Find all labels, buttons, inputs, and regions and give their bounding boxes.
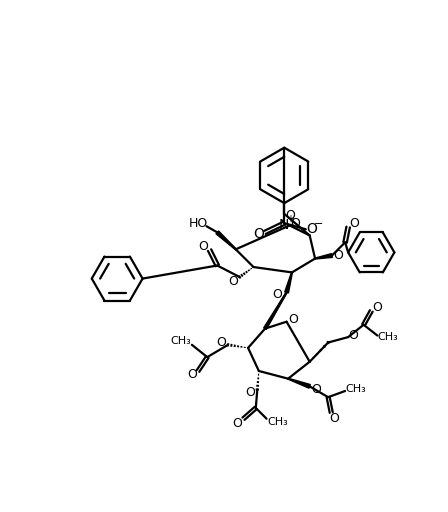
Text: O: O — [372, 301, 383, 313]
Polygon shape — [264, 292, 287, 329]
Text: HO: HO — [189, 217, 208, 230]
Text: O: O — [216, 336, 226, 349]
Text: O: O — [187, 368, 197, 381]
Text: O: O — [333, 249, 343, 262]
Text: O: O — [329, 412, 339, 425]
Polygon shape — [216, 231, 236, 250]
Text: O: O — [285, 209, 295, 222]
Text: +: + — [286, 215, 293, 224]
Text: O: O — [288, 313, 297, 326]
Text: N: N — [278, 218, 289, 231]
Text: O: O — [228, 275, 238, 288]
Text: O: O — [311, 383, 321, 396]
Text: O: O — [290, 218, 300, 230]
Text: O: O — [272, 288, 282, 301]
Text: CH₃: CH₃ — [267, 417, 288, 427]
Text: O: O — [233, 417, 242, 430]
Text: CH₃: CH₃ — [170, 336, 191, 346]
Text: O: O — [349, 329, 358, 342]
Polygon shape — [288, 378, 310, 388]
Polygon shape — [315, 253, 332, 259]
Text: CH₃: CH₃ — [345, 383, 366, 394]
Text: O: O — [198, 240, 208, 253]
Polygon shape — [285, 272, 293, 293]
Text: O: O — [306, 222, 318, 237]
Text: O: O — [254, 227, 264, 241]
Text: O: O — [349, 217, 359, 230]
Text: O: O — [246, 386, 255, 399]
Text: CH₃: CH₃ — [378, 332, 399, 342]
Text: −: − — [314, 219, 323, 229]
